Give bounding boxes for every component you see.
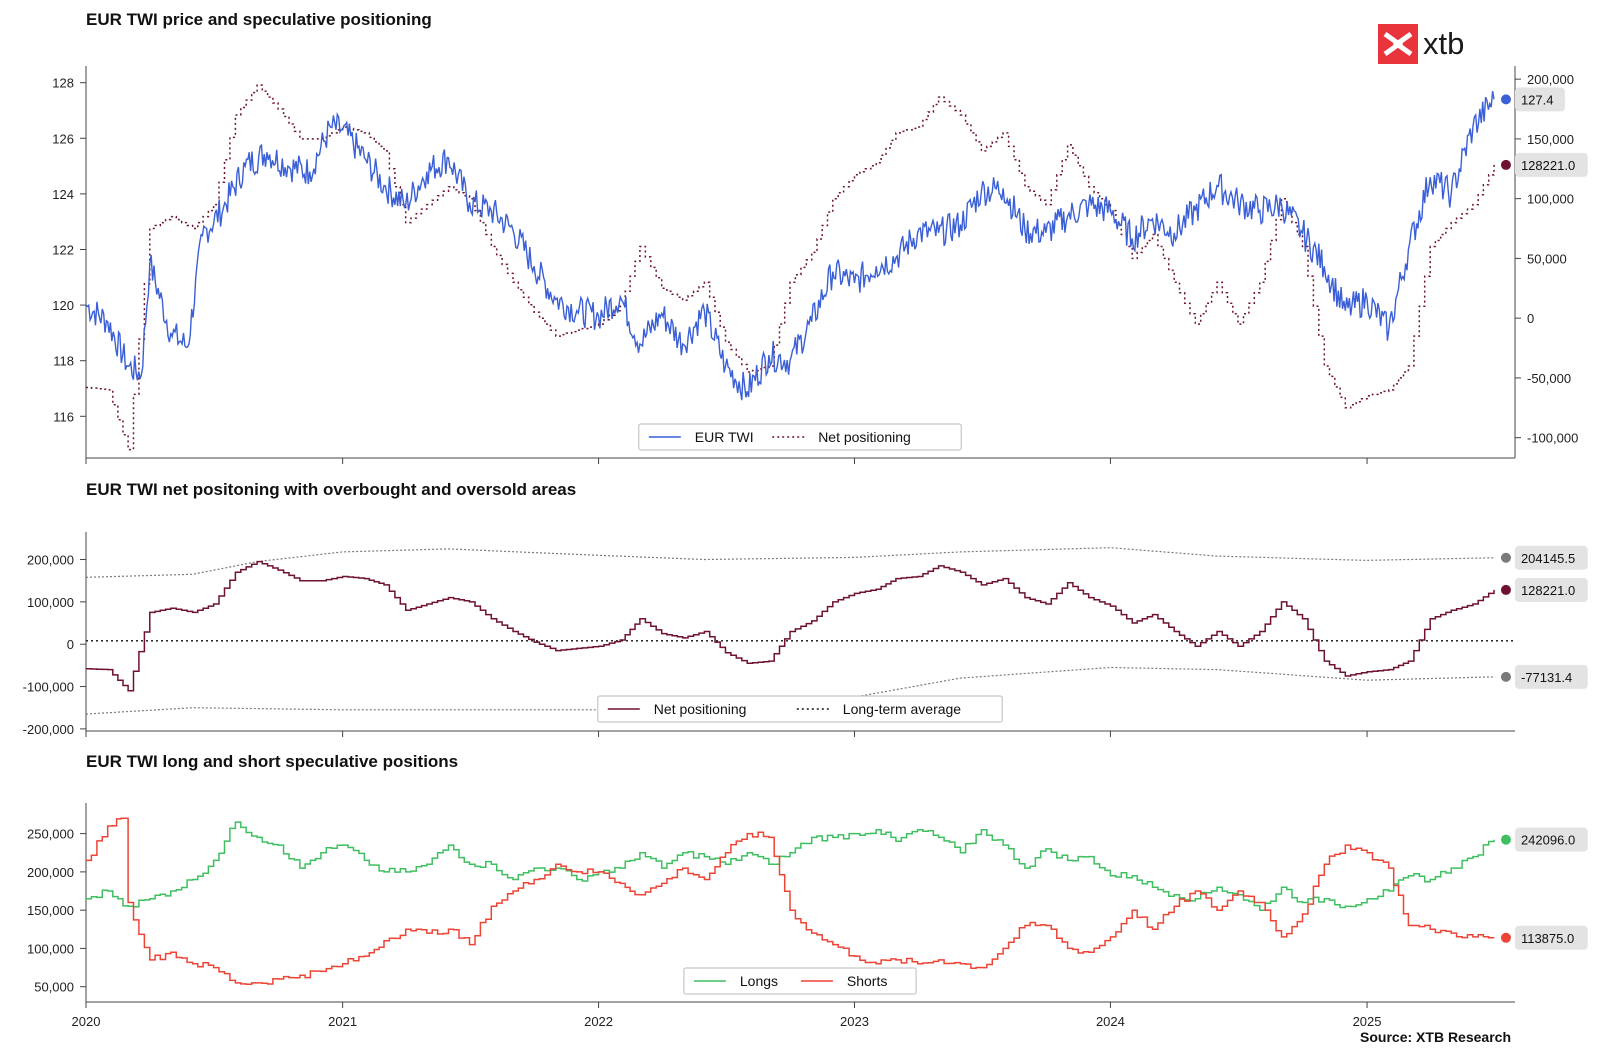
eur-twi-last-value: 127.4: [1521, 92, 1554, 107]
x-tick-label: 2023: [840, 1014, 869, 1029]
net-positioning-line: [86, 84, 1495, 451]
net-positioning-2-last-badge: [1514, 577, 1588, 602]
longs-shorts-chart-title: EUR TWI long and short speculative posit…: [86, 752, 458, 771]
positioning-chart-y-tick-label: 200,000: [27, 553, 74, 568]
eur-twi-last-badge: [1514, 87, 1565, 112]
xtb-logo: xtb: [1378, 24, 1464, 64]
longs-shorts-chart-y-tick-label: 50,000: [34, 980, 74, 995]
price-chart-title: EUR TWI price and speculative positionin…: [86, 10, 432, 29]
positioning-chart-y-tick-label: 100,000: [27, 595, 74, 610]
shorts-line: [86, 817, 1495, 985]
positioning-chart-y-tick-label: 0: [67, 637, 74, 652]
positioning-chart-y-tick-label: -100,000: [23, 680, 74, 695]
positioning-chart-y-tick-label: -200,000: [23, 722, 74, 737]
price-chart-y2-tick-label: 0: [1527, 311, 1534, 326]
longs-last-point: [1500, 834, 1511, 845]
net-positioning-last-point: [1500, 159, 1511, 170]
price-chart-legend-label: EUR TWI: [695, 429, 754, 445]
longs-shorts-chart-legend-label: Longs: [740, 973, 778, 989]
price-chart-legend: [638, 423, 962, 451]
positioning-chart-legend: [597, 695, 1003, 723]
price-chart-y2-tick-label: 150,000: [1527, 132, 1574, 147]
price-chart-y-tick-label: 128: [52, 76, 74, 91]
price-chart-y2-tick-label: -100,000: [1527, 431, 1578, 446]
longs-last-value: 242096.0: [1521, 833, 1575, 848]
eur-twi-line: [85, 90, 1495, 401]
price-chart-y-tick-label: 124: [52, 187, 74, 202]
logo-x-icon: [1383, 31, 1413, 57]
eur-twi-last-point: [1500, 94, 1511, 105]
price-chart-y-tick-label: 126: [52, 131, 74, 146]
price-chart-legend-label: Net positioning: [818, 429, 911, 445]
series-layer: [85, 84, 1515, 985]
logo-text: xtb: [1423, 26, 1464, 61]
longs-shorts-chart-legend: [683, 967, 917, 995]
net-positioning-step-line: [86, 560, 1495, 692]
shorts-last-point: [1500, 932, 1511, 943]
price-chart-y-tick-label: 120: [52, 298, 74, 313]
source-note: Source: XTB Research: [1360, 1029, 1511, 1045]
price-chart-y-tick-label: 116: [53, 409, 74, 424]
net-positioning-last-value: 128221.0: [1521, 158, 1575, 173]
net-positioning-last-badge: [1514, 152, 1588, 177]
longs-shorts-chart-y-tick-label: 200,000: [27, 865, 74, 880]
upper-band-last-value: 204145.5: [1521, 551, 1575, 566]
upper-band-last-point: [1500, 552, 1511, 563]
longs-shorts-chart-y-tick-label: 150,000: [27, 903, 74, 918]
longs-line: [86, 821, 1495, 911]
net-positioning-2-last-value: 128221.0: [1521, 583, 1575, 598]
lower-band-last-badge: [1514, 664, 1588, 689]
x-tick-label: 2021: [328, 1014, 357, 1029]
net-positioning-2-last-point: [1500, 584, 1511, 595]
upper-band-last-badge: [1514, 545, 1588, 570]
labels-layer: EUR TWI price and speculative positionin…: [23, 10, 1588, 1029]
x-tick-label: 2020: [72, 1014, 101, 1029]
axes-layer: [80, 66, 1521, 1008]
shorts-last-value: 113875.0: [1521, 931, 1574, 946]
longs-shorts-chart-y-tick-label: 100,000: [27, 941, 74, 956]
price-chart-y-tick-label: 122: [52, 242, 74, 257]
lower-band-last-value: -77131.4: [1521, 670, 1572, 685]
lower-band-last-point: [1500, 671, 1511, 682]
x-tick-label: 2022: [584, 1014, 613, 1029]
price-chart-y-tick-label: 118: [53, 354, 74, 369]
price-chart-y2-tick-label: 50,000: [1527, 251, 1567, 266]
price-chart-y2-tick-label: -50,000: [1527, 371, 1571, 386]
longs-shorts-chart-legend-label: Shorts: [847, 973, 887, 989]
longs-shorts-chart-y-tick-label: 250,000: [27, 827, 74, 842]
positioning-chart-legend-label: Long-term average: [843, 701, 962, 717]
positioning-chart-legend-label: Net positioning: [654, 701, 747, 717]
x-tick-label: 2025: [1353, 1014, 1382, 1029]
upper-band-line: [85, 547, 1495, 578]
lower-band-line: [85, 666, 1495, 715]
longs-last-badge: [1514, 827, 1588, 852]
shorts-last-badge: [1514, 925, 1588, 950]
price-chart-y2-tick-label: 100,000: [1527, 192, 1574, 207]
positioning-chart-title: EUR TWI net positoning with overbought a…: [86, 480, 576, 499]
x-tick-label: 2024: [1096, 1014, 1125, 1029]
price-chart-y2-tick-label: 200,000: [1527, 72, 1574, 87]
